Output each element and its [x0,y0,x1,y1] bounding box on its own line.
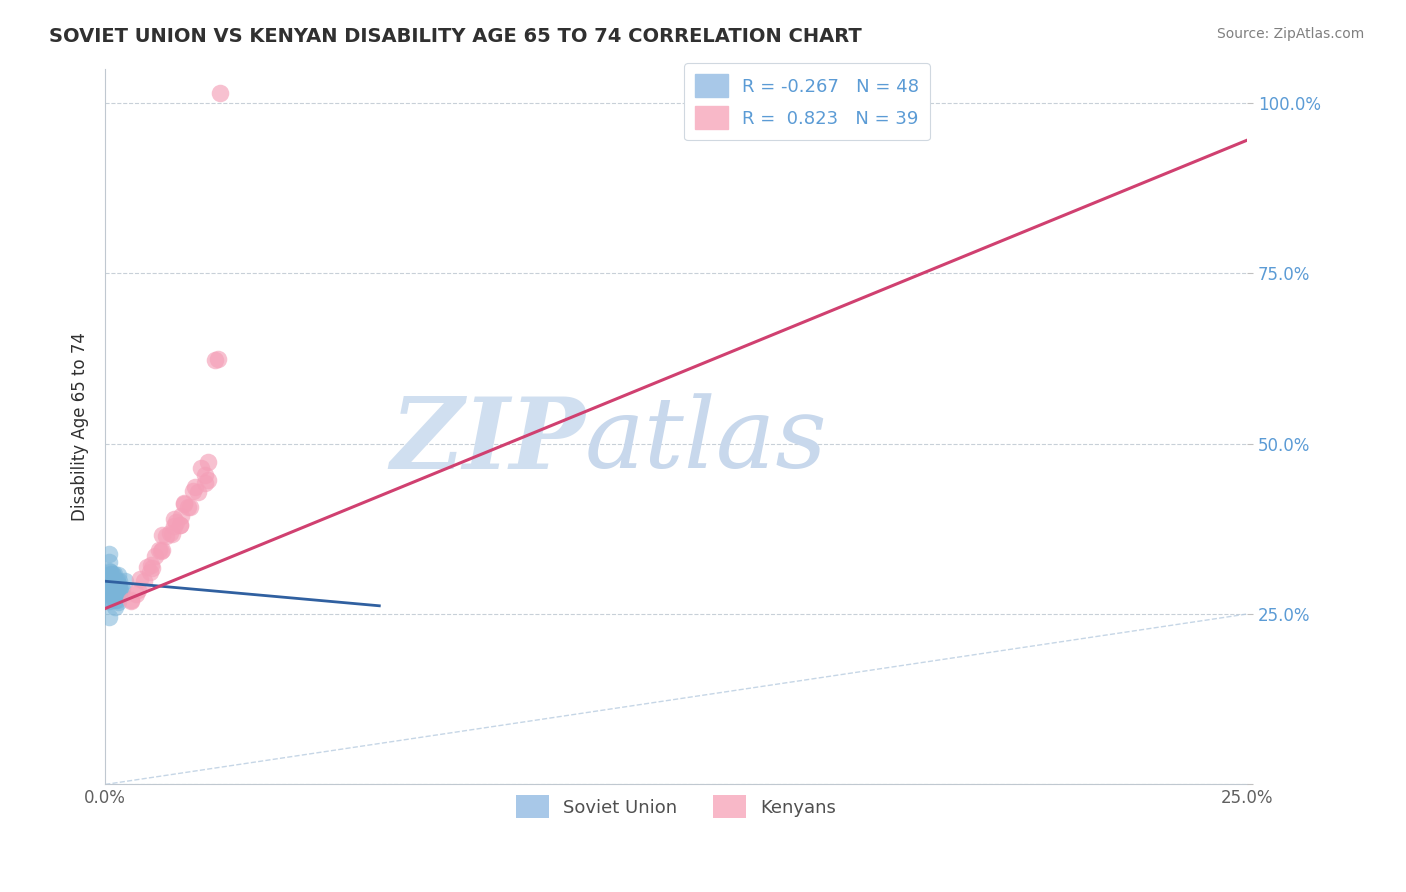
Point [127,582,149,597]
Point [114,574,136,589]
Point [120,592,142,607]
Point [98,567,121,582]
Point [97,586,120,600]
Point [160,526,183,541]
Point [103,584,125,599]
Point [94,592,117,607]
Point [98,574,121,588]
Point [108,579,131,593]
Point [207,351,229,366]
Point [148,542,170,557]
Point [150,544,173,558]
Point [136,560,159,574]
Point [104,581,127,595]
Point [141,561,163,575]
Point [107,577,129,591]
Point [105,586,128,600]
Point [93,569,115,583]
Point [111,582,134,597]
Point [94,580,117,594]
Point [104,576,127,591]
Point [100,565,122,579]
Point [150,528,173,542]
Legend: Soviet Union, Kenyans: Soviet Union, Kenyans [509,788,844,825]
Point [107,595,129,609]
Point [98,594,121,608]
Point [204,352,226,367]
Point [98,587,121,601]
Point [181,483,204,498]
Point [103,579,125,593]
Point [97,564,120,578]
Point [108,574,131,588]
Point [103,568,125,582]
Point [190,461,212,475]
Y-axis label: Disability Age 65 to 74: Disability Age 65 to 74 [72,332,89,521]
Point [104,579,127,593]
Point [105,586,128,600]
Point [169,517,191,532]
Point [105,574,128,588]
Point [97,547,120,561]
Point [150,543,173,558]
Point [98,567,121,582]
Text: Source: ZipAtlas.com: Source: ZipAtlas.com [1216,27,1364,41]
Point [98,610,121,624]
Point [103,581,125,595]
Point [197,473,219,487]
Point [108,585,131,599]
Point [173,497,195,511]
Point [163,518,186,533]
Point [97,593,120,607]
Point [100,569,122,583]
Point [100,590,122,604]
Point [209,86,232,100]
Text: SOVIET UNION VS KENYAN DISABILITY AGE 65 TO 74 CORRELATION CHART: SOVIET UNION VS KENYAN DISABILITY AGE 65… [49,27,862,45]
Point [184,480,207,494]
Point [98,579,121,593]
Point [97,585,120,599]
Point [194,475,217,490]
Text: ZIP: ZIP [389,392,585,489]
Point [103,567,125,582]
Point [129,572,152,586]
Point [169,517,191,532]
Point [120,594,142,608]
Point [100,573,122,587]
Point [139,558,162,572]
Point [134,574,156,588]
Point [104,593,127,607]
Point [100,586,122,600]
Point [110,585,132,599]
Point [165,516,187,530]
Point [197,454,219,468]
Point [159,526,181,541]
Point [125,587,148,601]
Point [101,567,124,582]
Point [186,485,208,500]
Point [170,509,193,524]
Point [105,593,128,607]
Point [177,500,200,514]
Point [139,565,162,579]
Point [155,529,177,543]
Text: atlas: atlas [585,393,828,489]
Point [104,599,127,614]
Point [98,555,121,569]
Point [163,512,186,526]
Point [108,583,131,598]
Point [179,500,201,515]
Point [98,575,121,590]
Point [143,549,166,563]
Point [107,567,129,582]
Point [194,468,217,483]
Point [100,587,122,601]
Point [173,496,195,510]
